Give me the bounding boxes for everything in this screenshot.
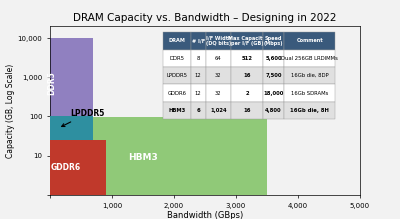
Text: LPDDR5: LPDDR5 xyxy=(62,109,105,127)
Text: HBM3: HBM3 xyxy=(128,153,158,162)
Bar xyxy=(50,117,94,148)
Title: DRAM Capacity vs. Bandwidth – Designing in 2022: DRAM Capacity vs. Bandwidth – Designing … xyxy=(73,13,337,23)
Bar xyxy=(50,140,106,195)
Bar xyxy=(50,38,94,117)
Y-axis label: Capacity (GB, Log Scale): Capacity (GB, Log Scale) xyxy=(6,64,15,158)
Bar xyxy=(50,117,267,195)
Text: GDDR6: GDDR6 xyxy=(50,163,80,172)
Text: DDR5: DDR5 xyxy=(47,71,56,95)
X-axis label: Bandwidth (GBps): Bandwidth (GBps) xyxy=(167,211,243,219)
